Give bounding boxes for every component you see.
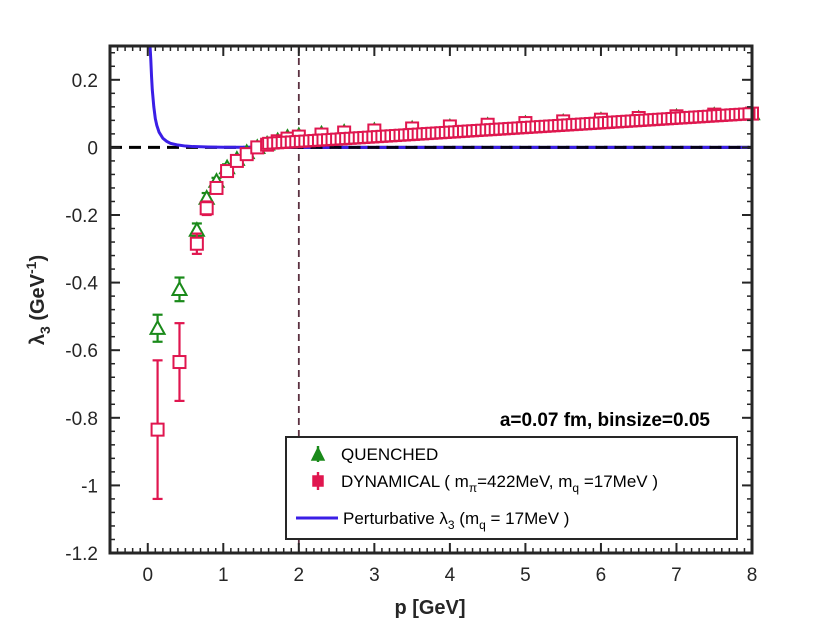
y-tick-label: 0 xyxy=(87,138,98,159)
legend-perturbative-part-3: 3 xyxy=(448,518,455,532)
legend-dynamical-part-2: π xyxy=(469,481,477,495)
x-tick-label: 7 xyxy=(671,565,682,586)
annotation-text: a=0.07 fm, binsize=0.05 xyxy=(500,410,711,431)
legend-quenched-label: QUENCHED xyxy=(341,445,438,464)
y-axis-title-unit-close: ) xyxy=(27,255,49,262)
legend-perturbative-part-1: Perturbative xyxy=(343,509,439,528)
dynamical-marker xyxy=(220,164,235,179)
quenched-marker xyxy=(148,319,167,335)
legend-quenched-marker xyxy=(310,446,326,461)
x-tick-label: 4 xyxy=(445,565,456,586)
legend-dynamical-marker xyxy=(312,475,324,487)
y-tick-label: -0.2 xyxy=(65,206,98,227)
x-tick-label: 2 xyxy=(294,565,305,586)
x-tick-label: 1 xyxy=(218,565,229,586)
y-tick-label: -1.2 xyxy=(65,544,98,565)
x-axis-title: p [GeV] xyxy=(394,597,465,619)
y-axis-title-unit-sup: -1 xyxy=(23,261,39,274)
legend: QUENCHED DYNAMICAL ( mπ=422MeV, mq =17Me… xyxy=(285,436,738,540)
legend-perturbative-label: Perturbative λ3 (mq = 17MeV ) xyxy=(343,509,569,532)
legend-dynamical-part-3: =422MeV, m xyxy=(477,472,572,491)
legend-dynamical-part-4: q xyxy=(572,481,579,495)
x-tick-label: 5 xyxy=(520,565,531,586)
dynamical-marker xyxy=(199,201,214,216)
y-tick-label: -0.8 xyxy=(65,409,98,430)
y-tick-label: -1 xyxy=(81,476,98,497)
y-axis-title-unit: (GeV xyxy=(27,273,49,326)
legend-dynamical-part-1: DYNAMICAL ( m xyxy=(341,472,469,491)
dynamical-marker xyxy=(150,422,165,437)
x-tick-label: 0 xyxy=(142,565,153,586)
x-tick-label: 8 xyxy=(747,565,758,586)
legend-dynamical-part-5: =17MeV ) xyxy=(579,472,658,491)
y-axis-title-sub: 3 xyxy=(37,326,53,334)
x-tick-label: 3 xyxy=(369,565,380,586)
legend-perturbative-part-5: q xyxy=(479,518,486,532)
axes-frame xyxy=(108,44,754,555)
dynamical-marker xyxy=(189,236,204,251)
dynamical-dense-marker xyxy=(742,107,756,121)
dynamical-marker xyxy=(209,180,224,195)
legend-box xyxy=(285,436,738,540)
y-axis-title: λ3 (GeV-1) xyxy=(23,255,53,345)
legend-perturbative-part-6: = 17MeV ) xyxy=(486,509,570,528)
y-tick-label: -0.4 xyxy=(65,274,98,295)
y-tick-label: 0.2 xyxy=(72,71,98,92)
quenched-marker xyxy=(170,280,189,296)
y-axis-title-symbol: λ xyxy=(27,334,49,345)
y-tick-label: -0.6 xyxy=(65,341,98,362)
legend-perturbative-part-4: (m xyxy=(455,509,480,528)
x-tick-label: 6 xyxy=(596,565,607,586)
dynamical-marker xyxy=(172,355,187,370)
legend-dynamical-label: DYNAMICAL ( mπ=422MeV, mq =17MeV ) xyxy=(341,472,658,495)
legend-perturbative-part-2: λ xyxy=(439,509,448,528)
